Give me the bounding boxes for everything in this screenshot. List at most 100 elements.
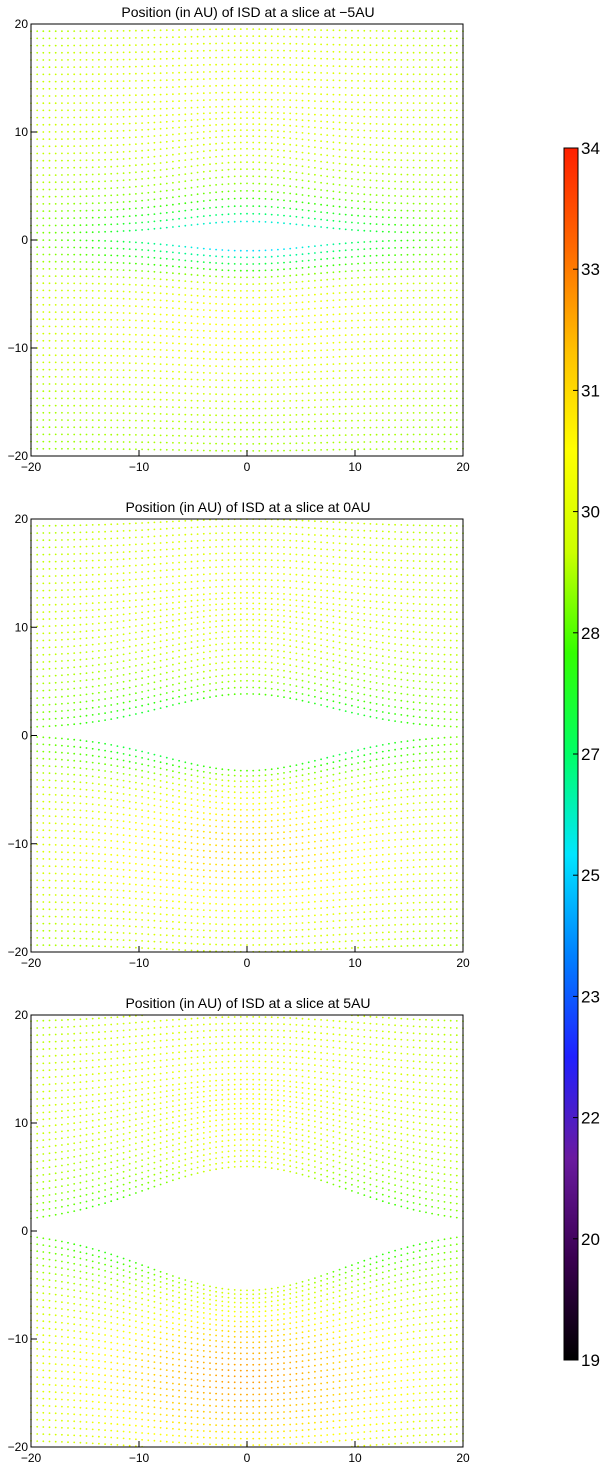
data-point xyxy=(42,123,45,126)
data-point xyxy=(85,173,88,176)
data-point xyxy=(135,94,137,97)
data-point xyxy=(178,139,181,142)
data-point xyxy=(252,205,255,208)
data-point xyxy=(344,177,347,180)
data-point xyxy=(406,217,409,219)
data-point xyxy=(110,318,113,321)
data-point xyxy=(110,412,113,414)
data-point xyxy=(400,123,403,126)
data-point xyxy=(431,318,433,321)
data-point xyxy=(135,164,137,167)
data-point xyxy=(270,111,273,114)
data-point xyxy=(141,277,144,279)
data-point xyxy=(270,930,273,932)
data-point xyxy=(357,171,359,174)
data-point xyxy=(153,249,156,252)
data-point xyxy=(357,448,359,451)
data-point xyxy=(116,311,119,314)
data-point xyxy=(36,368,39,371)
data-point xyxy=(141,263,144,265)
data-point xyxy=(307,378,310,381)
data-point xyxy=(215,337,218,340)
data-point xyxy=(338,947,341,950)
data-point xyxy=(412,30,415,32)
data-point xyxy=(443,30,446,33)
data-point xyxy=(184,152,187,155)
data-point xyxy=(215,393,218,396)
data-point xyxy=(289,99,292,102)
data-point xyxy=(388,419,390,422)
data-point xyxy=(48,268,51,270)
data-point xyxy=(412,880,415,883)
data-point xyxy=(412,923,415,926)
data-point xyxy=(301,179,304,182)
data-point xyxy=(122,208,125,211)
data-point xyxy=(172,107,174,110)
data-point xyxy=(172,226,174,228)
data-point xyxy=(128,248,131,251)
data-point xyxy=(85,304,88,306)
data-point xyxy=(67,383,69,385)
data-point xyxy=(227,358,230,361)
data-point xyxy=(221,289,224,292)
data-point xyxy=(258,310,261,313)
data-point xyxy=(431,332,433,335)
data-point xyxy=(98,130,100,133)
data-point xyxy=(54,433,57,436)
data-point xyxy=(443,138,446,141)
data-point xyxy=(116,269,119,271)
data-point xyxy=(221,105,224,108)
data-point xyxy=(351,163,353,166)
data-point xyxy=(98,404,100,407)
data-point xyxy=(301,935,304,938)
data-point xyxy=(320,196,322,199)
data-point xyxy=(400,390,403,393)
data-point xyxy=(437,318,440,321)
data-point xyxy=(418,66,421,68)
data-point xyxy=(314,449,316,451)
data-point xyxy=(437,383,440,385)
data-point xyxy=(36,901,39,903)
data-point xyxy=(196,371,199,374)
data-point xyxy=(233,269,236,272)
data-point xyxy=(375,165,378,168)
data-point xyxy=(233,937,236,939)
data-point xyxy=(202,414,205,416)
data-point xyxy=(85,261,88,263)
data-point xyxy=(314,349,316,352)
data-point xyxy=(54,872,57,875)
data-point xyxy=(184,113,187,116)
data-point xyxy=(184,28,187,31)
data-point xyxy=(239,98,242,101)
data-point xyxy=(431,872,433,875)
data-point xyxy=(61,390,63,393)
data-point xyxy=(320,147,322,149)
data-point xyxy=(258,168,261,171)
data-point xyxy=(79,289,82,292)
data-point xyxy=(369,932,372,934)
data-point xyxy=(357,229,359,232)
data-point xyxy=(54,80,57,83)
data-point xyxy=(209,407,211,409)
data-point xyxy=(178,385,181,387)
data-point xyxy=(67,426,69,429)
data-point xyxy=(270,400,273,403)
data-point xyxy=(202,323,205,325)
data-point xyxy=(178,100,181,102)
data-point xyxy=(277,316,279,319)
data-point xyxy=(196,385,199,388)
data-point xyxy=(135,143,137,146)
data-point xyxy=(184,107,187,109)
data-point xyxy=(54,224,57,227)
data-point xyxy=(147,377,150,379)
data-point xyxy=(172,181,174,184)
data-point xyxy=(258,358,261,361)
data-point xyxy=(196,144,199,147)
data-point xyxy=(264,282,267,285)
data-point xyxy=(128,80,131,82)
data-point xyxy=(85,217,88,219)
data-point xyxy=(375,311,378,314)
data-point xyxy=(165,271,168,274)
data-point xyxy=(42,872,45,875)
data-point xyxy=(406,419,409,421)
